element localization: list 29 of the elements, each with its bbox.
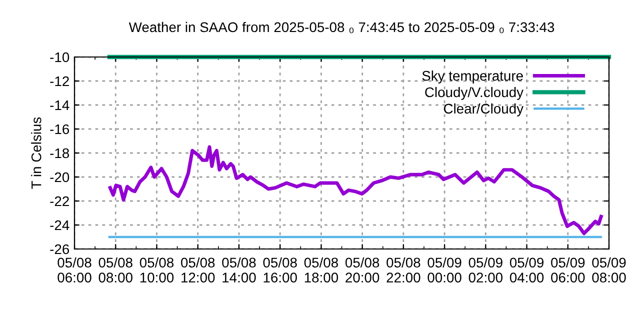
legend-label: Clear/Cloudy bbox=[444, 103, 524, 116]
x-tick-label: 05/08 18:00 bbox=[304, 257, 338, 282]
y-tick-label: -24 bbox=[50, 220, 70, 230]
y-axis-title: T in Celsius bbox=[31, 117, 42, 189]
x-tick-label: 05/09 08:00 bbox=[592, 257, 626, 282]
x-tick-label: 05/09 04:00 bbox=[510, 257, 544, 282]
x-tick-label: 05/08 06:00 bbox=[58, 257, 92, 282]
legend-label: Sky temperature bbox=[422, 70, 523, 84]
y-tick-label: -14 bbox=[50, 100, 70, 110]
x-tick-label: 05/08 22:00 bbox=[386, 257, 420, 282]
legend-label: Cloudy/V.cloudy bbox=[425, 86, 524, 100]
chart-title: Weather in SAAO from 2025-05-08 ₀ 7:43:45 to 2025-05-09 ₀ 7:33:43 bbox=[128, 22, 554, 34]
x-tick-label: 05/09 06:00 bbox=[551, 257, 585, 282]
line-series bbox=[108, 145, 603, 236]
x-tick-label: 05/08 14:00 bbox=[222, 257, 256, 282]
x-tick-label: 05/09 00:00 bbox=[428, 257, 462, 282]
y-tick-label: -22 bbox=[50, 196, 69, 206]
y-tick-label: -12 bbox=[50, 76, 69, 86]
y-tick-label: -18 bbox=[50, 148, 70, 158]
x-tick-label: 05/08 12:00 bbox=[181, 257, 215, 282]
x-tick-label: 05/08 10:00 bbox=[140, 257, 174, 282]
x-tick-label: 05/08 16:00 bbox=[263, 257, 297, 282]
x-tick-label: 05/08 08:00 bbox=[98, 257, 132, 282]
y-tick-label: -10 bbox=[50, 52, 70, 62]
y-tick-label: -16 bbox=[50, 124, 70, 134]
y-tick-label: -26 bbox=[50, 244, 70, 254]
x-tick-label: 05/08 20:00 bbox=[345, 257, 380, 282]
y-tick-label: -20 bbox=[50, 172, 70, 182]
x-tick-label: 05/09 02:00 bbox=[468, 257, 502, 282]
